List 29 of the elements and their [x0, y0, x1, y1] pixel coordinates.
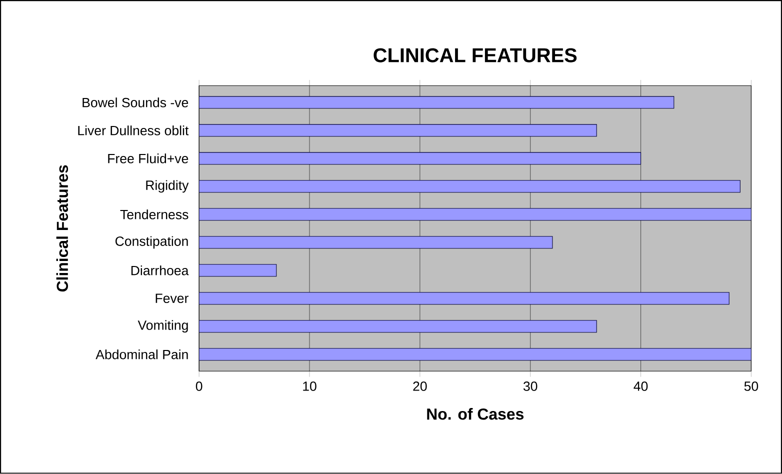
x-tick-label: 40	[634, 382, 648, 392]
y-tick-label: Abdominal Pain	[96, 350, 188, 360]
bar	[199, 264, 277, 277]
bar	[199, 292, 730, 305]
y-tick-label: Fever	[156, 294, 188, 304]
bar	[199, 348, 752, 361]
y-tick-label: Diarrhoea	[131, 266, 189, 276]
y-tick-label: Tenderness	[120, 210, 188, 220]
y-tick-label: Rigidity	[146, 180, 189, 193]
y-tick-label: Vomiting	[138, 320, 188, 333]
y-axis-title: Clinical Features	[56, 165, 68, 292]
y-tick-label: Free Fluid+ve	[108, 154, 188, 164]
bar	[199, 152, 642, 165]
x-axis-title: No. of Cases	[427, 408, 524, 420]
x-tick-label: 0	[196, 382, 202, 392]
y-tick-label: Constipation	[115, 236, 188, 249]
bar	[199, 124, 597, 137]
bar	[199, 180, 740, 193]
chart-title: CLINICAL FEATURES	[374, 48, 577, 62]
x-tick-label: 20	[413, 382, 427, 392]
bar	[199, 320, 597, 333]
bar	[199, 208, 752, 221]
x-tick-label: 50	[744, 382, 758, 392]
x-tick-label: 10	[303, 382, 316, 392]
bar	[199, 96, 674, 109]
y-tick-label: Liver Dullness oblit	[78, 126, 189, 136]
y-tick-label: Bowel Sounds -ve	[82, 98, 188, 108]
x-tick-label: 30	[523, 382, 538, 392]
bar	[199, 236, 553, 249]
